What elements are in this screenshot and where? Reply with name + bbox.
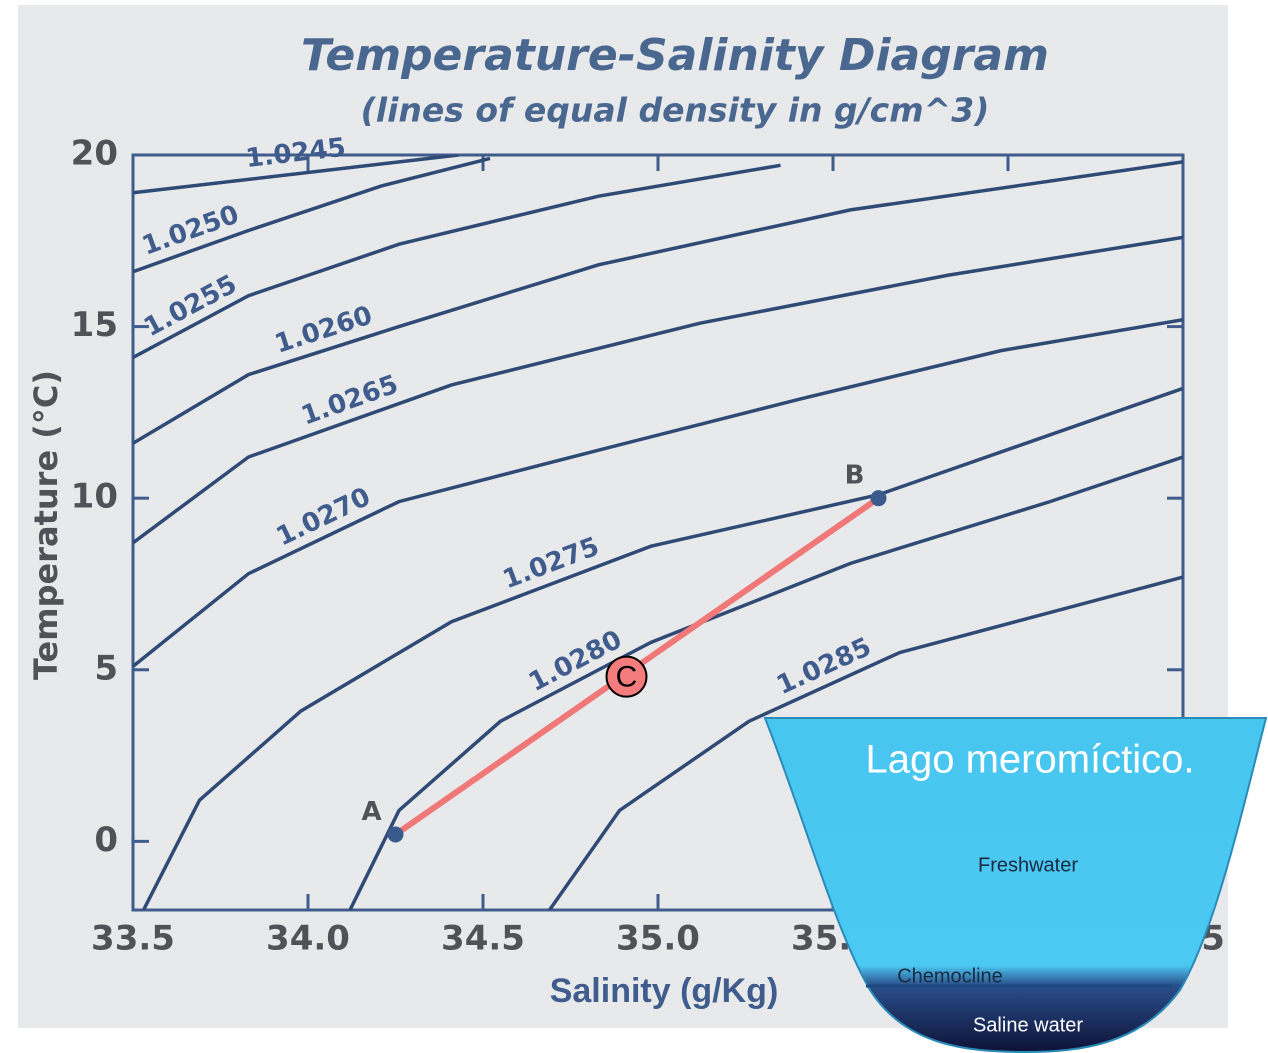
point-label: B [845, 461, 865, 491]
lake-layer-label: Chemocline [897, 965, 1003, 987]
y-tick-label: 20 [71, 134, 118, 174]
lake-layer-label: Freshwater [978, 854, 1078, 876]
y-tick-label: 5 [94, 648, 118, 688]
x-tick-label: 34.0 [266, 919, 350, 959]
density-line [348, 455, 1183, 910]
point [605, 655, 648, 698]
density-line [133, 235, 1183, 545]
density-line [548, 575, 1183, 910]
lake-title: Lago meromíctico. [865, 738, 1194, 782]
x-axis-title: Salinity (g/Kg) [550, 972, 779, 1010]
lake-shape [763, 717, 1268, 1053]
chart-title: Temperature-Salinity Diagram [301, 30, 1049, 81]
lake-figure: Lago meromíctico. Freshwater Chemocline … [763, 717, 1268, 1053]
point-label: A [361, 797, 381, 827]
x-tick-label: 33.5 [91, 919, 175, 959]
density-line [133, 156, 491, 274]
density-line [133, 318, 1183, 668]
point [870, 490, 887, 507]
plot-frame [131, 153, 1185, 912]
density-line [133, 160, 1183, 445]
x-tick-label: 35.0 [616, 919, 700, 959]
y-tick-label: 10 [71, 477, 118, 517]
lake-layer-label: Saline water [973, 1014, 1083, 1036]
chart-subtitle: (lines of equal density in g/cm^3) [361, 91, 990, 130]
point-label: C [616, 661, 638, 694]
density-line [133, 155, 459, 195]
y-tick-label: 15 [71, 305, 118, 345]
density-line [133, 163, 781, 360]
y-axis-title: Temperature (°C) [27, 370, 65, 680]
x-tick-label: 34.5 [441, 919, 525, 959]
point [387, 826, 404, 843]
y-tick-label: 0 [94, 820, 118, 860]
